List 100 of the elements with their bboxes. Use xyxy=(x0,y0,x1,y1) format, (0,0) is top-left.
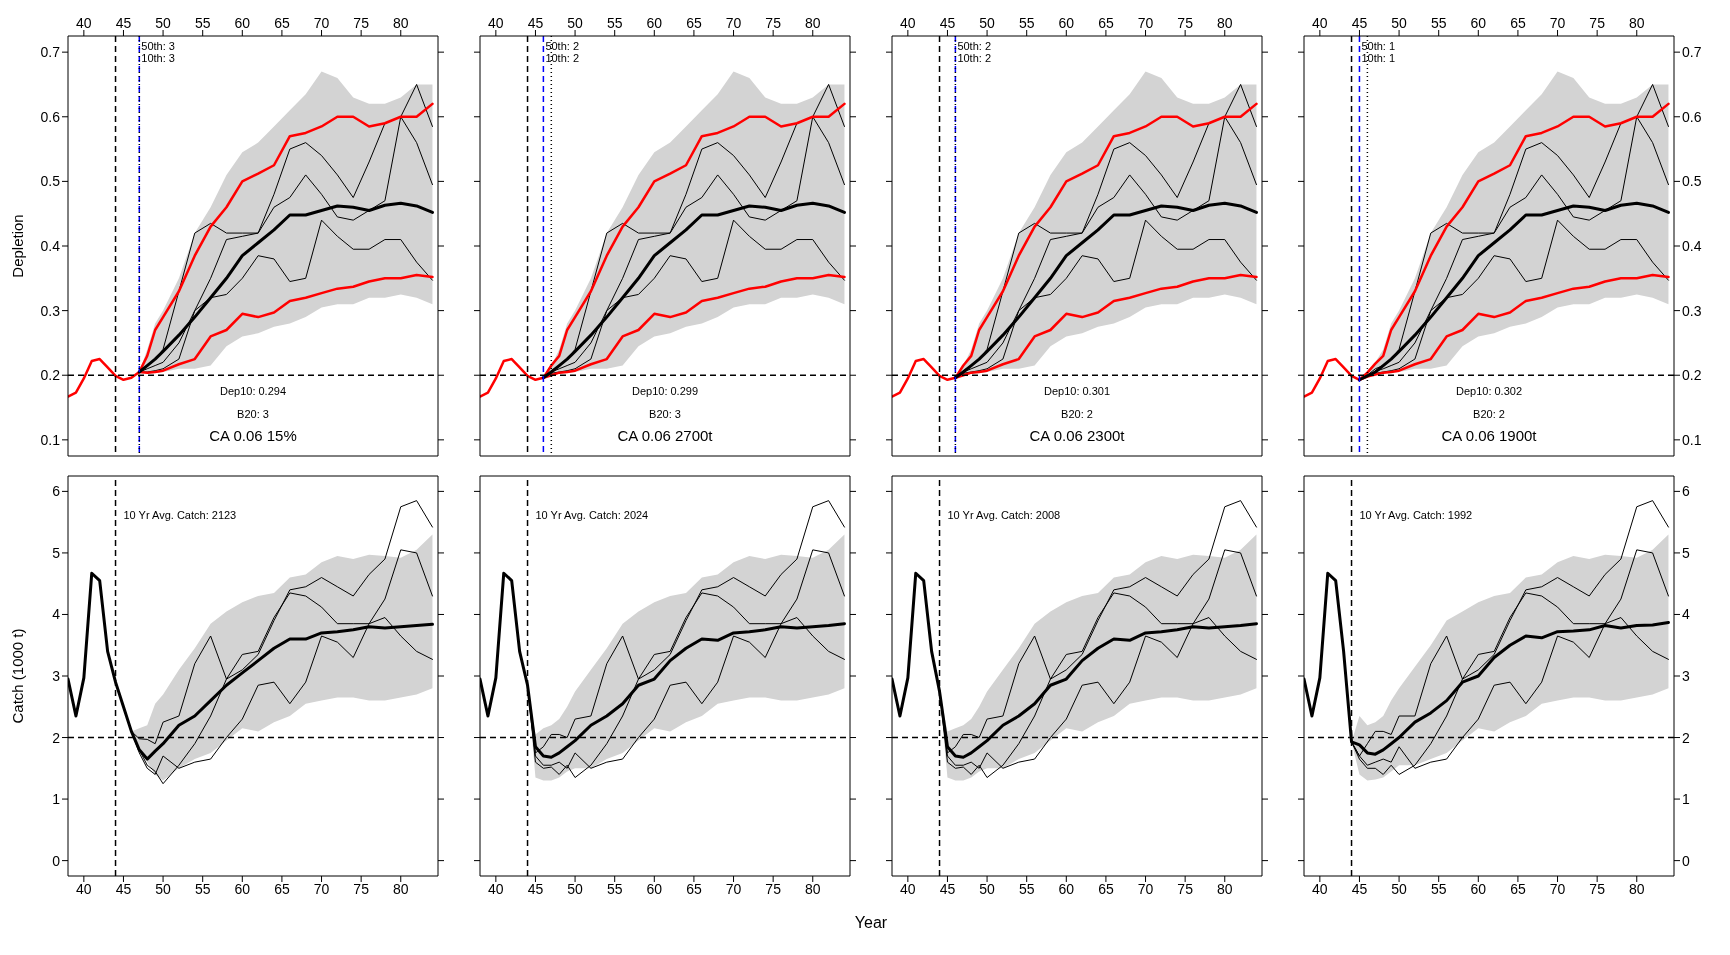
annotation: 10 Yr Avg. Catch: 1992 xyxy=(1359,508,1473,521)
annotation: 10 Yr Avg. Catch: 2024 xyxy=(535,508,649,521)
x-tick-label: 80 xyxy=(392,880,409,897)
y2-tick-label: 0.6 xyxy=(1682,108,1702,125)
y2-tick-label: 0 xyxy=(1682,852,1690,869)
x-tick-label: 80 xyxy=(1628,15,1645,31)
text: CA 0.06 15% xyxy=(209,427,297,445)
y-tick-label: 5 xyxy=(52,544,61,561)
annotation: Dep10: 0.294 xyxy=(219,385,287,398)
y-tick-label: 1 xyxy=(52,791,61,808)
annotation: 10th: 2 xyxy=(545,52,580,64)
x-tick-label: 65 xyxy=(274,880,290,897)
x-tick-label: 60 xyxy=(1058,880,1075,897)
y2-tick-label: 1 xyxy=(1682,791,1690,808)
x-tick-label: 75 xyxy=(1177,15,1194,31)
annotation: 50th: 1 xyxy=(1361,40,1396,52)
x-tick-label: 60 xyxy=(1058,15,1075,31)
y2-tick-label: 5 xyxy=(1682,544,1690,561)
x-tick-label: 50 xyxy=(979,880,996,897)
annotation: 10th: 3 xyxy=(141,52,175,64)
y-tick-label: 0.7 xyxy=(40,44,61,61)
x-tick-label: 65 xyxy=(686,880,702,897)
x-tick-label: 50 xyxy=(155,15,172,31)
x-tick-label: 40 xyxy=(1312,880,1328,897)
y-axis-title: Depletion xyxy=(9,214,26,278)
y-tick-label: 0.5 xyxy=(40,173,61,190)
y2-tick-label: 0.2 xyxy=(1682,367,1702,384)
text: CA 0.06 1900t xyxy=(1441,427,1538,445)
y-tick-label: 0.2 xyxy=(40,367,61,384)
y2-tick-label: 2 xyxy=(1682,729,1690,746)
x-tick-label: 70 xyxy=(725,15,742,31)
annotation: 50th: 3 xyxy=(141,40,175,52)
annotation: Dep10: 0.302 xyxy=(1455,385,1523,398)
x-tick-label: 75 xyxy=(353,880,370,897)
x-tick-label: 50 xyxy=(155,880,172,897)
x-tick-label: 65 xyxy=(1098,15,1114,31)
x-tick-label: 45 xyxy=(115,15,132,31)
x-tick-label: 80 xyxy=(1216,15,1233,31)
x-tick-label: 40 xyxy=(76,880,92,897)
x-tick-label: 80 xyxy=(1216,880,1233,897)
x-tick-label: 60 xyxy=(1470,880,1487,897)
annotation: 50th: 2 xyxy=(545,40,580,52)
x-tick-label: 75 xyxy=(353,15,370,31)
x-axis-title: Year xyxy=(854,914,888,931)
x-tick-label: 70 xyxy=(1549,15,1566,31)
x-tick-label: 55 xyxy=(1430,15,1447,31)
x-tick-label: 45 xyxy=(1351,880,1368,897)
x-tick-label: 50 xyxy=(979,15,996,31)
x-tick-label: 40 xyxy=(488,15,504,31)
x-tick-label: 75 xyxy=(1177,880,1194,897)
annotation: 50th: 2 xyxy=(957,40,992,52)
x-tick-label: 70 xyxy=(1137,15,1154,31)
x-tick-label: 75 xyxy=(1589,880,1606,897)
x-tick-label: 40 xyxy=(900,880,916,897)
x-tick-label: 40 xyxy=(1312,15,1328,31)
annotation: B20: 3 xyxy=(649,407,681,420)
x-tick-label: 45 xyxy=(939,15,956,31)
x-tick-label: 55 xyxy=(1430,880,1447,897)
y2-tick-label: 0.5 xyxy=(1682,173,1702,190)
text: CA 0.06 2700t xyxy=(617,427,714,445)
x-tick-label: 70 xyxy=(313,15,330,31)
text: CA 0.06 2300t xyxy=(1029,427,1126,445)
x-tick-label: 80 xyxy=(804,880,821,897)
x-tick-label: 55 xyxy=(1018,15,1035,31)
x-tick-label: 65 xyxy=(1510,15,1526,31)
x-tick-label: 55 xyxy=(194,880,211,897)
x-tick-label: 55 xyxy=(194,15,211,31)
y2-tick-label: 6 xyxy=(1682,483,1690,500)
y-tick-label: 0 xyxy=(52,852,61,869)
x-tick-label: 55 xyxy=(606,880,623,897)
x-tick-label: 80 xyxy=(392,15,409,31)
x-tick-label: 70 xyxy=(313,880,330,897)
x-tick-label: 65 xyxy=(686,15,702,31)
y-axis-title: Catch (1000 t) xyxy=(9,628,26,724)
annotation: 10th: 2 xyxy=(957,52,992,64)
annotation: B20: 2 xyxy=(1061,407,1093,420)
y-tick-label: 0.3 xyxy=(40,302,61,319)
x-tick-label: 50 xyxy=(567,15,584,31)
x-tick-label: 75 xyxy=(765,880,782,897)
x-tick-label: 60 xyxy=(234,15,251,31)
x-tick-label: 65 xyxy=(1510,880,1526,897)
x-tick-label: 40 xyxy=(488,880,504,897)
x-tick-label: 60 xyxy=(646,15,663,31)
x-tick-label: 70 xyxy=(1549,880,1566,897)
x-tick-label: 60 xyxy=(1470,15,1487,31)
y2-tick-label: 0.1 xyxy=(1682,431,1702,448)
x-tick-label: 65 xyxy=(1098,880,1114,897)
y2-tick-label: 3 xyxy=(1682,667,1690,684)
y-tick-label: 6 xyxy=(52,483,61,500)
x-tick-label: 60 xyxy=(646,880,663,897)
x-tick-label: 50 xyxy=(567,880,584,897)
x-tick-label: 75 xyxy=(765,15,782,31)
x-tick-label: 40 xyxy=(900,15,916,31)
y-tick-label: 0.1 xyxy=(40,431,61,448)
y2-tick-label: 4 xyxy=(1682,606,1690,623)
y2-tick-label: 0.3 xyxy=(1682,302,1702,319)
annotation: B20: 3 xyxy=(237,407,269,420)
annotation: 10 Yr Avg. Catch: 2123 xyxy=(123,508,237,521)
x-tick-label: 45 xyxy=(527,15,544,31)
y-tick-label: 4 xyxy=(52,606,61,623)
